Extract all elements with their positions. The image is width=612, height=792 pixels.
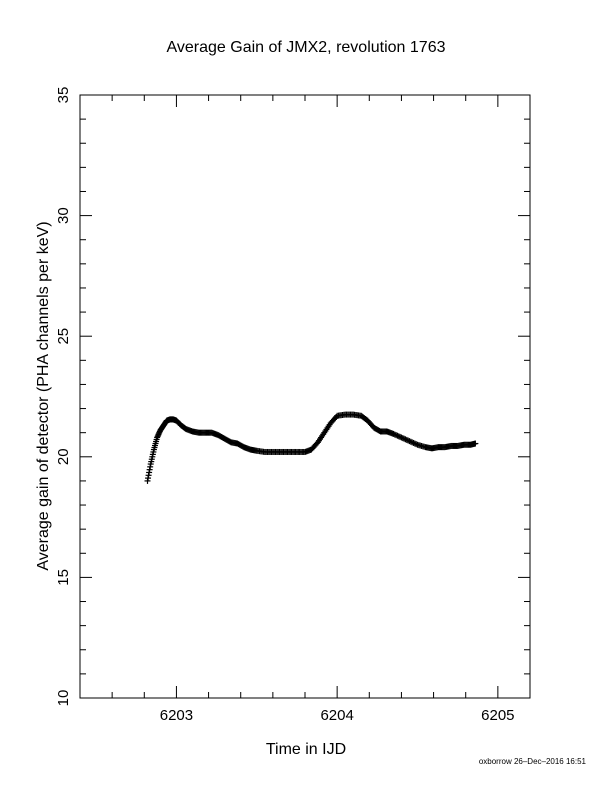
footer-timestamp: oxborrow 26–Dec–2016 16:51: [478, 757, 586, 766]
y-tick-label: 35: [55, 87, 72, 104]
data-point: [406, 438, 413, 445]
y-tick-label: 30: [55, 207, 72, 224]
data-point-fill: [394, 432, 401, 439]
data-point: [398, 434, 405, 441]
y-tick-label: 25: [55, 328, 72, 345]
data-point-fill: [409, 439, 416, 446]
data-point-fill: [407, 438, 414, 445]
x-axis-label: Time in IJD: [266, 741, 346, 758]
data-point-fill: [413, 441, 420, 448]
y-tick-label: 10: [55, 690, 72, 707]
data-points: [144, 411, 479, 484]
data-point: [390, 430, 397, 437]
data-point-fill: [402, 436, 409, 443]
y-tick-label: 15: [55, 569, 72, 586]
data-point-fill: [393, 432, 400, 439]
data-point-fill: [411, 440, 418, 447]
x-tick-label: 6203: [160, 707, 193, 724]
data-point-fill: [391, 431, 398, 438]
plot-frame: [79, 94, 531, 699]
data-point: [472, 440, 479, 447]
data-point-fill: [401, 435, 408, 442]
y-axis-label: Average gain of detector (PHA channels p…: [35, 221, 52, 570]
tick-labels: 6203 6204 6205 10 15 20 25 30 35: [55, 87, 515, 724]
y-tick-label: 20: [55, 448, 72, 465]
data-point-fill: [410, 439, 417, 446]
data-point-fill: [395, 433, 402, 440]
data-point-fill: [399, 435, 406, 442]
chart-title: Average Gain of JMX2, revolution 1763: [167, 39, 446, 56]
data-point-fill: [403, 436, 410, 443]
x-tick-label: 6204: [320, 707, 353, 724]
data-point-fill: [405, 437, 412, 444]
data-point-fill: [397, 433, 404, 440]
x-tick-label: 6205: [481, 707, 514, 724]
axis-ticks: [79, 94, 531, 699]
